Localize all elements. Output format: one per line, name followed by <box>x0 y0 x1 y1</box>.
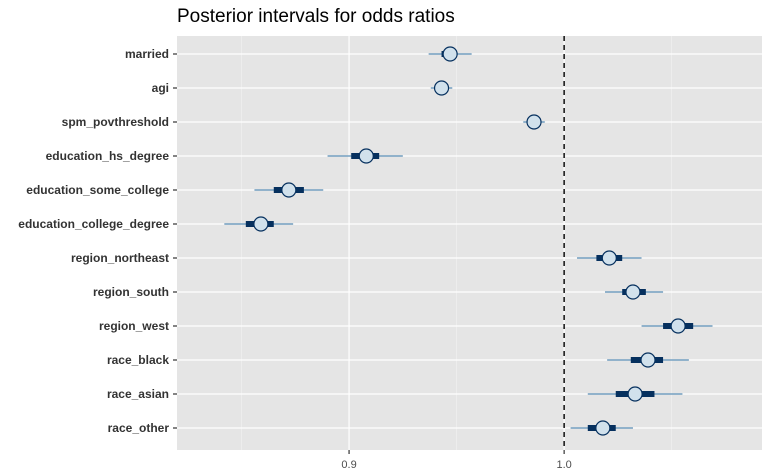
median-point <box>281 182 297 198</box>
y-tick-label: race_black <box>107 353 169 367</box>
interval-marks <box>224 46 713 436</box>
x-tick-label: 0.9 <box>341 459 356 471</box>
y-tick-label: education_some_college <box>26 183 169 197</box>
median-point <box>358 148 374 164</box>
y-tick-label: education_hs_degree <box>46 149 170 163</box>
y-axis: married agi spm_povthreshold education_hs_d… <box>18 47 177 435</box>
y-tick-label: education_college_degree <box>18 217 169 231</box>
y-tick-label: region_south <box>93 285 169 299</box>
y-tick-label: region_west <box>99 319 169 333</box>
median-point <box>442 46 458 62</box>
median-point <box>595 420 611 436</box>
median-point <box>625 284 641 300</box>
y-tick-label: race_asian <box>107 387 169 401</box>
y-tick-label: married <box>125 47 169 61</box>
y-tick-label: region_northeast <box>71 251 169 265</box>
x-axis: 0.9 1.0 <box>341 450 572 471</box>
plot-panel <box>177 36 762 450</box>
median-point <box>627 386 643 402</box>
median-point <box>526 114 542 130</box>
median-point <box>433 80 450 96</box>
chart-title: Posterior intervals for odds ratios <box>177 6 455 27</box>
median-point <box>640 352 656 368</box>
y-tick-label: agi <box>152 81 169 95</box>
y-tick-label: spm_povthreshold <box>62 115 169 129</box>
median-point <box>601 250 617 266</box>
y-tick-label: race_other <box>108 421 170 435</box>
x-tick-label: 1.0 <box>556 459 571 471</box>
median-point <box>253 216 269 232</box>
median-point <box>670 318 686 334</box>
